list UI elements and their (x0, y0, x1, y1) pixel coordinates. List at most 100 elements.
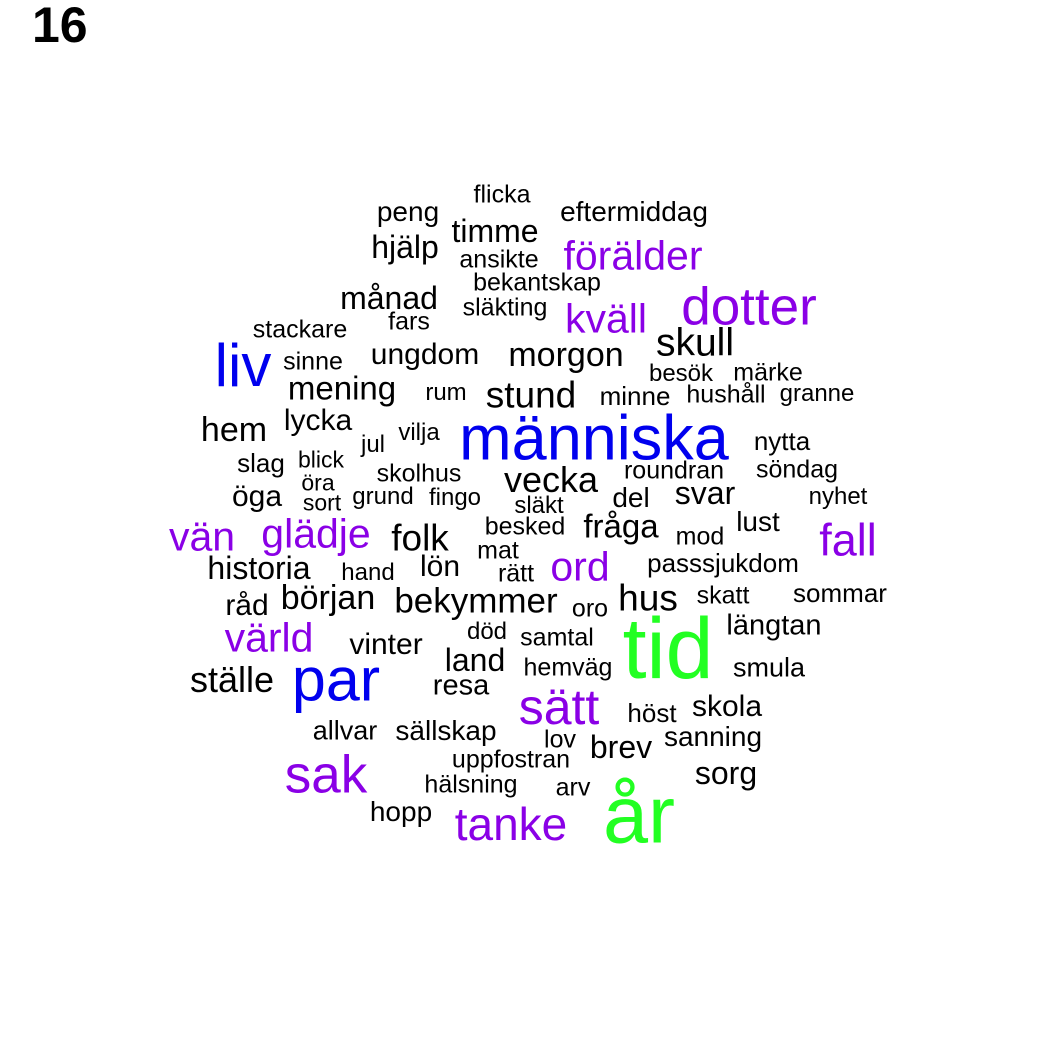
cloud-word: stund (485, 374, 577, 416)
cloud-word: grund (352, 483, 414, 510)
cloud-word: historia (207, 550, 311, 586)
cloud-word: mat (477, 536, 519, 565)
cloud-word: uppfostran (451, 745, 571, 774)
cloud-word: besök (648, 360, 714, 387)
cloud-word: oro (571, 594, 609, 623)
cloud-word: början (280, 579, 376, 617)
cloud-word: kväll (564, 295, 648, 342)
cloud-word: hopp (369, 796, 433, 827)
cloud-word: nyhet (808, 483, 868, 510)
cloud-word: roundran (623, 456, 725, 485)
cloud-word: svar (674, 475, 736, 511)
cloud-word: månad (340, 280, 438, 316)
cloud-word: råd (225, 589, 269, 622)
cloud-word: sak (284, 745, 368, 805)
cloud-word: besked (484, 512, 566, 541)
cloud-word: resa (432, 669, 490, 702)
cloud-word: sorg (694, 755, 758, 791)
cloud-word: ställe (189, 659, 275, 700)
cloud-word: smula (732, 652, 806, 683)
cloud-word: ord (550, 543, 610, 590)
cloud-word: morgon (508, 336, 624, 374)
cloud-word: liv (214, 332, 272, 399)
cloud-word: vecka (503, 459, 599, 500)
cloud-word: bekymmer (394, 581, 558, 621)
cloud-word: hus (618, 577, 678, 619)
cloud-word: sommar (793, 578, 887, 608)
cloud-word: jul (360, 431, 386, 458)
cloud-word: mening (287, 369, 397, 407)
page-number: 16 (32, 0, 88, 53)
cloud-word: allvar (312, 715, 378, 746)
cloud-word: död (466, 618, 508, 645)
cloud-word: passsjukdom (647, 548, 799, 578)
cloud-word: flicka (473, 180, 531, 209)
cloud-word: vinter (349, 628, 423, 661)
cloud-word: tid (622, 601, 714, 697)
cloud-word: skolhus (376, 459, 462, 488)
cloud-word: hjälp (371, 229, 439, 265)
cloud-word: längtan (726, 609, 822, 642)
cloud-word: sinne (283, 347, 343, 376)
cloud-word: brev (589, 729, 653, 765)
cloud-word: fars (388, 307, 430, 336)
cloud-word: folk (391, 517, 449, 559)
cloud-word: ansikte (459, 245, 539, 274)
cloud-word: timme (451, 213, 539, 249)
cloud-word: öga (231, 480, 283, 513)
cloud-word: blick (297, 446, 345, 473)
cloud-word: sanning (663, 721, 763, 752)
cloud-word: ungdom (370, 338, 480, 371)
cloud-word: skola (691, 690, 763, 723)
cloud-word: släkting (462, 293, 548, 322)
cloud-word: hushåll (686, 380, 766, 409)
cloud-word: värld (224, 614, 314, 661)
cloud-word: lycka (283, 404, 353, 437)
cloud-word: söndag (755, 455, 839, 484)
cloud-word: bekantskap (473, 268, 601, 297)
cloud-word: vilja (398, 419, 440, 446)
cloud-word: skatt (696, 581, 750, 610)
cloud-word: mod (675, 522, 725, 551)
cloud-word: tanke (454, 798, 568, 850)
cloud-word: sätt (518, 679, 600, 735)
cloud-word: rätt (497, 559, 535, 588)
cloud-word: fråga (583, 507, 659, 545)
cloud-word: sällskap (395, 715, 497, 746)
cloud-word: eftermiddag (560, 196, 708, 227)
cloud-word: peng (376, 196, 440, 227)
cloud-word: par (291, 645, 381, 714)
cloud-word: höst (627, 698, 677, 728)
cloud-word: skull (655, 321, 735, 365)
cloud-word: hem (200, 411, 268, 449)
cloud-word: stackare (252, 315, 348, 344)
cloud-word: samtal (520, 623, 594, 652)
cloud-word: fingo (428, 484, 482, 511)
cloud-word: hand (341, 559, 395, 586)
cloud-word: lov (544, 725, 576, 754)
cloud-word: arv (555, 773, 591, 802)
cloud-word: minne (599, 381, 671, 411)
cloud-word: hemväg (523, 653, 613, 682)
cloud-word: öra (301, 469, 335, 496)
cloud-word: rum (425, 379, 467, 406)
cloud-word: dotter (681, 277, 817, 337)
cloud-word: släkt (514, 492, 564, 519)
cloud-word: nytta (753, 426, 811, 456)
cloud-word: fall (819, 514, 877, 566)
cloud-word: glädje (261, 510, 371, 557)
cloud-word: slag (237, 448, 285, 478)
cloud-word: granne (779, 380, 855, 407)
cloud-word: lön (419, 550, 461, 583)
cloud-word: hälsning (424, 770, 518, 799)
cloud-word: människa (459, 403, 729, 474)
cloud-word: märke (733, 358, 803, 387)
cloud-word: år (602, 770, 676, 861)
cloud-word: del (612, 482, 650, 513)
cloud-word: land (444, 642, 506, 678)
cloud-word: förälder (563, 232, 703, 279)
cloud-word: lust (736, 506, 780, 537)
cloud-word: sort (302, 489, 342, 516)
cloud-word: vän (168, 513, 236, 560)
